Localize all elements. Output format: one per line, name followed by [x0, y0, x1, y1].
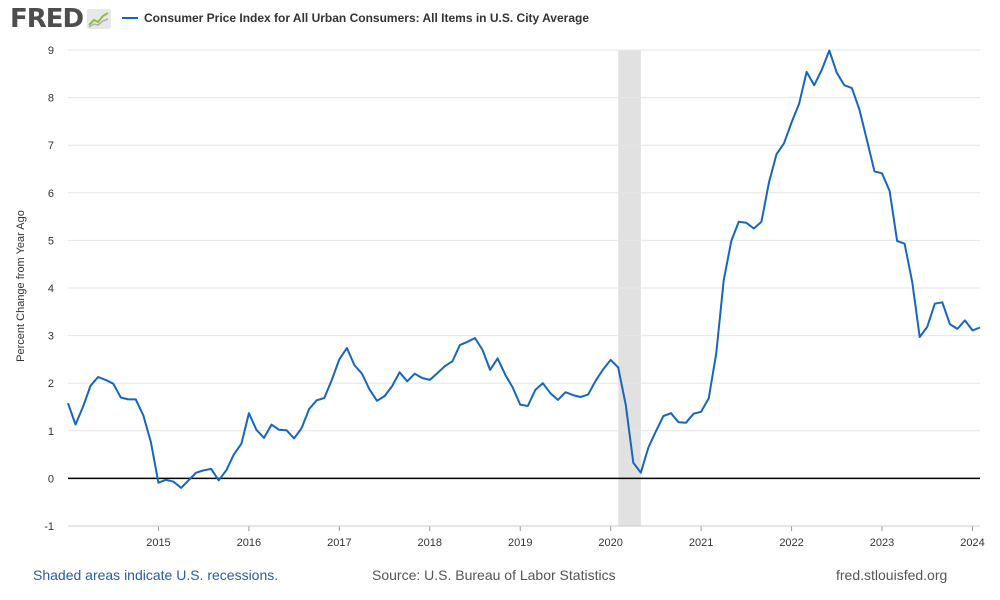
y-tick-label: 9	[48, 45, 54, 57]
y-tick-label: 8	[48, 93, 54, 105]
y-tick-label: 1	[48, 426, 54, 438]
source-note: Source: U.S. Bureau of Labor Statistics	[372, 567, 616, 583]
x-tick-label: 2016	[237, 537, 261, 549]
x-tick-label: 2023	[870, 537, 894, 549]
logo-text: FRED	[10, 4, 84, 34]
legend-label: Consumer Price Index for All Urban Consu…	[144, 11, 589, 25]
y-tick-label: 4	[48, 283, 54, 295]
legend: Consumer Price Index for All Urban Consu…	[122, 11, 589, 25]
x-tick-label: 2019	[508, 537, 532, 549]
y-tick-label: 3	[48, 331, 54, 343]
x-tick-label: 2018	[418, 537, 442, 549]
header: FRED Consumer Price Index for All Urban …	[0, 0, 1000, 40]
y-tick-label: 0	[48, 473, 54, 485]
y-tick-label: 7	[48, 140, 54, 152]
series-line-cpi	[67, 49, 981, 489]
y-tick-label: 2	[48, 378, 54, 390]
site-link[interactable]: fred.stlouisfed.org	[836, 567, 948, 583]
chart-trend-icon	[87, 9, 112, 29]
recession-note: Shaded areas indicate U.S. recessions.	[33, 567, 279, 583]
x-tick-label: 2017	[327, 537, 351, 549]
fred-logo[interactable]: FRED	[10, 4, 112, 34]
y-tick-label: 5	[48, 235, 54, 247]
x-tick-label: 2024	[960, 537, 984, 549]
y-axis-label: Percent Change from Year Ago	[15, 210, 27, 362]
x-tick-label: 2015	[146, 537, 170, 549]
x-tick-label: 2020	[598, 537, 622, 549]
y-tick-label: -1	[44, 521, 54, 533]
x-tick-label: 2021	[689, 537, 713, 549]
legend-swatch	[122, 17, 138, 19]
x-tick-label: 2022	[779, 537, 803, 549]
y-tick-label: 6	[48, 188, 54, 200]
